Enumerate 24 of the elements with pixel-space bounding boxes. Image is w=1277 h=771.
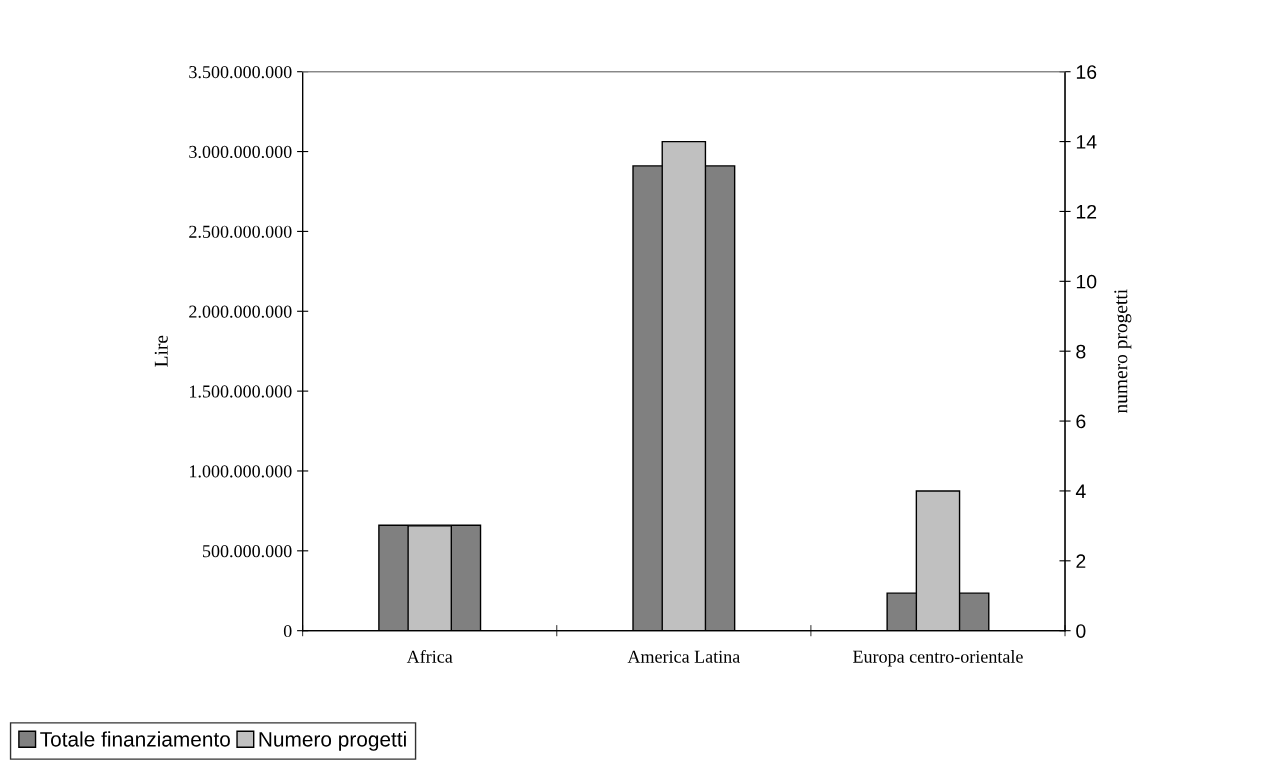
y2-axis-title: numero progetti [1114,289,1132,414]
y2-tick-label: 2 [1076,554,1086,568]
y2-tick-label: 4 [1075,484,1086,498]
y2-tick-label: 10 [1076,274,1097,289]
y-tick-label: 0 [283,624,292,638]
y2-tick-label: 12 [1076,204,1097,219]
x-tick-label: America Latina [627,650,740,663]
legend-label: Numero progetti [259,731,406,751]
y-tick-label: 1.500.000.000 [190,385,292,398]
x-tick-label: Europa centro-orientale [853,650,1023,667]
y-tick-label: 3.500.000.000 [189,65,292,79]
y2-tick-label: 0 [1076,624,1086,638]
y2-tick-label: 16 [1076,65,1097,79]
x-tick-label: Africa [406,649,453,663]
y-tick-label: 1.000.000.000 [190,465,292,478]
y-tick-label: 2.000.000.000 [189,305,292,318]
y2-tick-label: 6 [1076,414,1086,429]
legend-label: Totale finanziamento [40,731,230,747]
y2-tick-label: 14 [1076,135,1097,149]
y-axis-title: Lire [154,335,168,367]
y-tick-label: 2.500.000.000 [189,225,292,238]
y-tick-label: 3.000.000.000 [189,145,292,159]
y2-tick-label: 8 [1076,344,1086,359]
y-tick-label: 500.000.000 [203,545,292,558]
